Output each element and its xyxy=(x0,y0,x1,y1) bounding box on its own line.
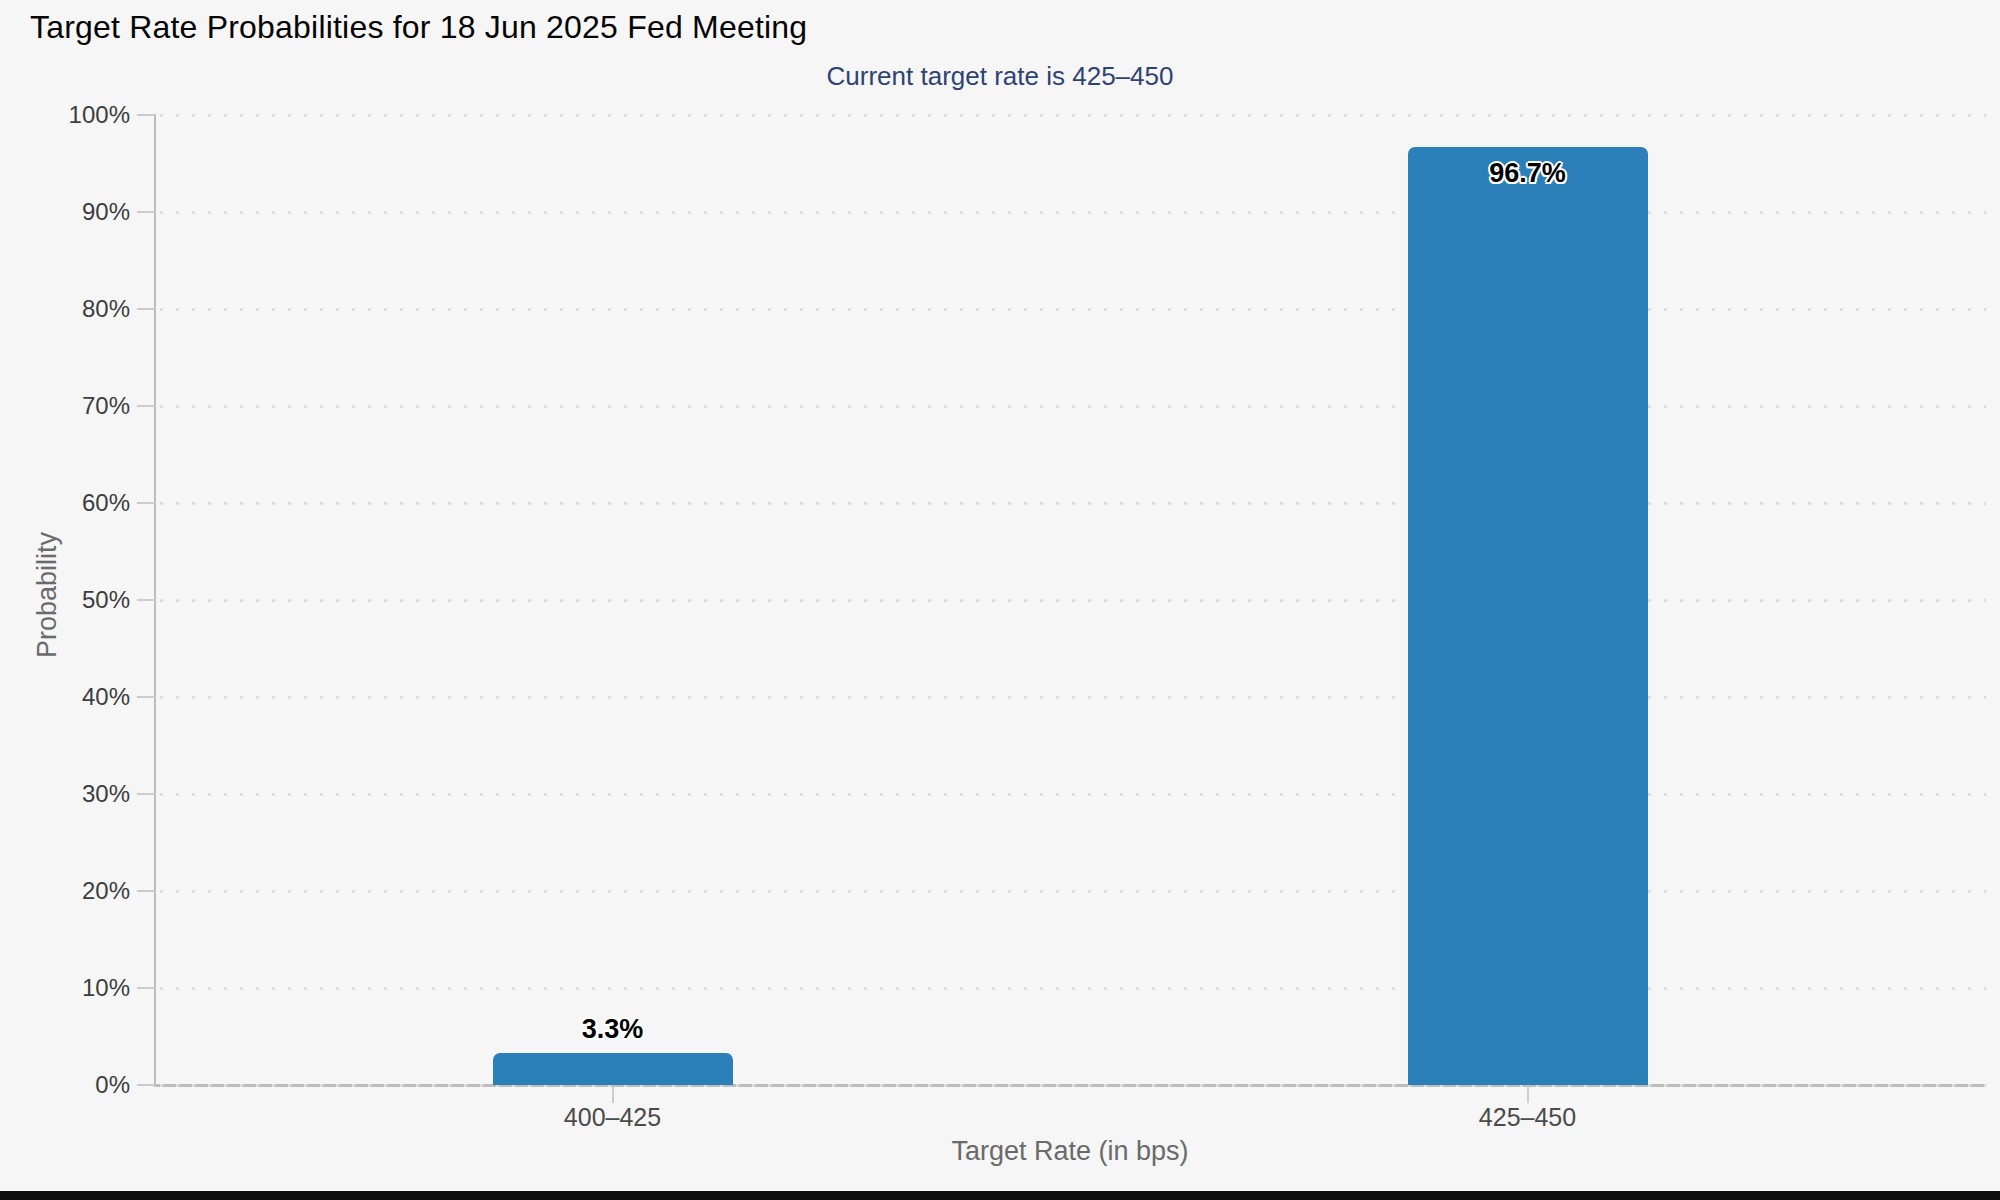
y-tick xyxy=(137,599,155,601)
y-tick-label: 60% xyxy=(20,490,130,516)
y-tick xyxy=(137,1084,155,1086)
y-tick xyxy=(137,890,155,892)
y-tick-label: 100% xyxy=(20,102,130,128)
gridline xyxy=(160,308,1986,311)
y-tick xyxy=(137,987,155,989)
gridline xyxy=(160,793,1986,796)
y-tick-label: 10% xyxy=(20,975,130,1001)
x-tick xyxy=(1527,1086,1529,1103)
y-tick xyxy=(137,405,155,407)
x-tick xyxy=(612,1086,614,1103)
y-tick-label: 40% xyxy=(20,684,130,710)
x-category-label: 425–450 xyxy=(1378,1104,1678,1130)
bottom-border-strip xyxy=(0,1191,2000,1200)
gridline xyxy=(160,890,1986,893)
gridline xyxy=(160,599,1986,602)
gridline xyxy=(160,696,1986,699)
gridline xyxy=(160,405,1986,408)
y-tick-label: 70% xyxy=(20,393,130,419)
y-axis-title: Probability xyxy=(32,532,63,658)
bar-value-label: 3.3% xyxy=(493,1013,733,1045)
y-tick xyxy=(137,502,155,504)
chart-title: Target Rate Probabilities for 18 Jun 202… xyxy=(30,9,807,46)
gridline xyxy=(160,987,1986,990)
gridline xyxy=(160,114,1986,117)
y-tick xyxy=(137,308,155,310)
x-category-label: 400–425 xyxy=(463,1104,763,1130)
y-tick-label: 0% xyxy=(20,1072,130,1098)
y-tick-label: 20% xyxy=(20,878,130,904)
gridline xyxy=(160,1084,1986,1087)
probability-bar[interactable] xyxy=(1408,147,1648,1085)
y-tick xyxy=(137,793,155,795)
y-tick xyxy=(137,696,155,698)
x-axis-title: Target Rate (in bps) xyxy=(155,1136,1985,1167)
y-tick-label: 30% xyxy=(20,781,130,807)
y-tick-label: 80% xyxy=(20,296,130,322)
gridline xyxy=(160,211,1986,214)
gridline xyxy=(160,502,1986,505)
probability-bar[interactable] xyxy=(493,1053,733,1085)
chart-subtitle: Current target rate is 425–450 xyxy=(0,61,2000,92)
y-tick-label: 90% xyxy=(20,199,130,225)
y-tick xyxy=(137,114,155,116)
bar-value-label: 96.7% xyxy=(1408,157,1648,189)
fed-meeting-probability-chart: Target Rate Probabilities for 18 Jun 202… xyxy=(0,0,2000,1200)
y-tick xyxy=(137,211,155,213)
